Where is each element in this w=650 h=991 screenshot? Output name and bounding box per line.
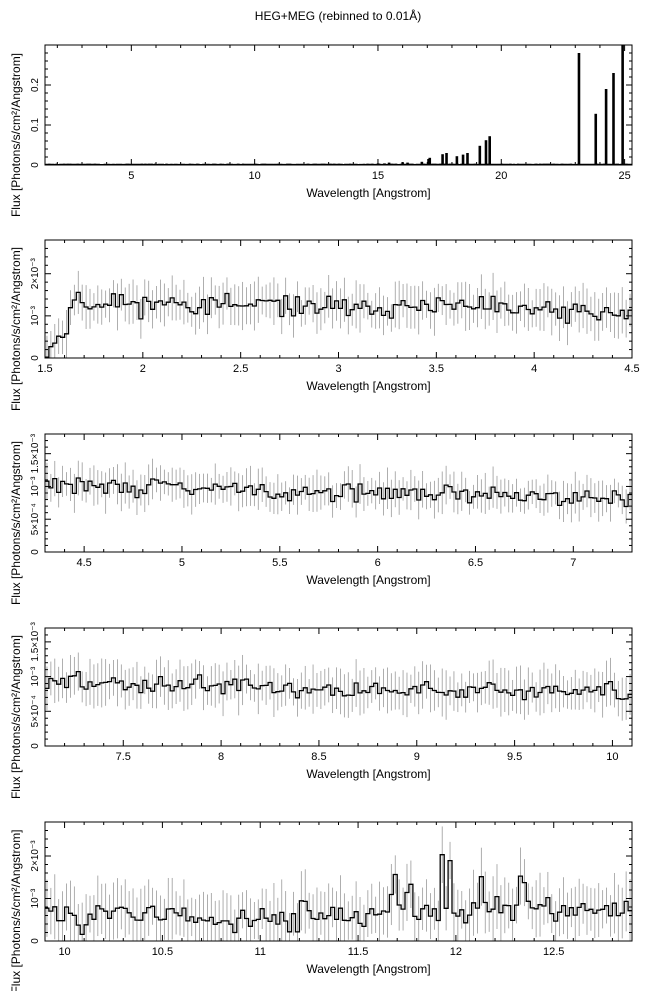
x-tick-label: 2: [140, 363, 146, 375]
x-axis-label: Wavelength [Angstrom]: [306, 573, 430, 587]
x-tick-label: 2.5: [233, 363, 248, 375]
y-axis-label: Flux [Photons/s/cm²/Angstrom]: [9, 635, 23, 799]
x-tick-label: 3: [335, 363, 341, 375]
x-tick-label: 4: [531, 363, 537, 375]
flux-step-line: [45, 291, 632, 358]
x-tick-label: 4.5: [624, 363, 639, 375]
y-axis-label: Flux [Photons/s/cm²/Angstrom]: [9, 53, 23, 217]
y-tick-label: 5×10⁻⁴: [30, 503, 41, 535]
y-tick-label: 0.2: [30, 78, 41, 92]
panel-3: 4.5 5 5.5 6 6.5 7 0 5×10⁻⁴ 10⁻³ 1.5×10⁻³ Wavelengt…: [9, 433, 633, 605]
error-bars: [46, 826, 631, 941]
x-tick-label: 12.5: [543, 946, 564, 958]
x-axis-label: Wavelength [Angstrom]: [306, 186, 430, 200]
y-tick-label: 2×10⁻³: [30, 257, 41, 289]
x-tick-label: 11: [255, 946, 266, 958]
y-tick-label: 2×10⁻³: [30, 840, 41, 872]
flux-step-line: [45, 477, 632, 508]
y-tick-label: 10⁻³: [30, 666, 41, 686]
y-tick-label: 0: [30, 938, 41, 944]
y-tick-label: 10⁻³: [30, 305, 41, 325]
error-bars: [46, 270, 631, 358]
x-tick-label: 1.5: [37, 363, 52, 375]
x-tick-label: 10.5: [152, 946, 173, 958]
y-tick-label: 0.1: [30, 118, 41, 132]
data-series: [45, 270, 632, 358]
y-tick-label: 1.5×10⁻³: [30, 433, 41, 473]
x-tick-label: 6.5: [468, 557, 483, 569]
y-tick-label: 0: [30, 162, 41, 168]
x-tick-label: 10: [58, 946, 70, 958]
x-tick-label: 7: [570, 557, 576, 569]
panel-2: 1.5 2 2.5 3 3.5 4 4.5 0 10⁻³ 2×10⁻³ Wavelength [An…: [9, 239, 640, 411]
x-tick-label: 10: [249, 170, 261, 182]
data-series: [45, 826, 632, 941]
y-tick-label: 0: [30, 355, 41, 361]
x-tick-label: 25: [618, 170, 630, 182]
y-tick-label: 1.5×10⁻³: [30, 621, 41, 661]
panel-5: 10 10.5 11 11.5 12 12.5 0 10⁻³ 2×10⁻³ Wavelength …: [9, 821, 633, 991]
y-tick-label: 10⁻³: [30, 476, 41, 496]
x-tick-label: 5: [128, 170, 134, 182]
x-tick-label: 8.5: [311, 751, 326, 763]
x-axis-label: Wavelength [Angstrom]: [306, 379, 430, 393]
y-tick-label: 0: [30, 549, 41, 555]
x-axis-label: Wavelength [Angstrom]: [306, 767, 430, 781]
y-tick-label: 5×10⁻⁴: [30, 695, 41, 727]
data-series: [45, 652, 632, 721]
y-axis-label: Flux [Photons/s/cm²/Angstrom]: [9, 247, 23, 411]
error-bars: [46, 652, 631, 721]
x-tick-label: 10: [606, 751, 618, 763]
x-tick-label: 3.5: [429, 363, 444, 375]
flux-step-line: [45, 670, 632, 701]
flux-step-line: [45, 854, 632, 936]
panel-1: 5 10 15 20 25 0 0.1 0.2 Wavelength [Angstrom] Flu…: [9, 44, 633, 217]
x-tick-label: 5.5: [272, 557, 287, 569]
panel-4: 7.5 8 8.5 9 9.5 10 0 5×10⁻⁴ 10⁻³ 1.5×10⁻³ Waveleng…: [9, 621, 633, 799]
data-series: [45, 45, 632, 165]
x-axis-label: Wavelength [Angstrom]: [306, 962, 430, 976]
x-tick-label: 20: [495, 170, 507, 182]
figure-title: HEG+MEG (rebinned to 0.01Å): [254, 9, 422, 23]
x-tick-label: 4.5: [76, 557, 91, 569]
x-tick-label: 6: [375, 557, 381, 569]
plot-frame: [44, 44, 633, 166]
y-tick-label: 10⁻³: [30, 888, 41, 908]
y-axis-label: Flux [Photons/s/cm²/Angstrom]: [9, 829, 23, 991]
x-tick-label: 12: [450, 946, 462, 958]
x-tick-label: 15: [372, 170, 384, 182]
x-tick-label: 11.5: [348, 946, 369, 958]
x-tick-label: 9.5: [507, 751, 522, 763]
y-axis-label: Flux [Photons/s/cm²/Angstrom]: [9, 441, 23, 605]
data-series: [45, 458, 632, 524]
x-tick-label: 5: [179, 557, 185, 569]
x-tick-label: 9: [414, 751, 420, 763]
x-tick-label: 7.5: [116, 751, 131, 763]
x-tick-label: 8: [218, 751, 224, 763]
y-tick-label: 0: [30, 743, 41, 749]
